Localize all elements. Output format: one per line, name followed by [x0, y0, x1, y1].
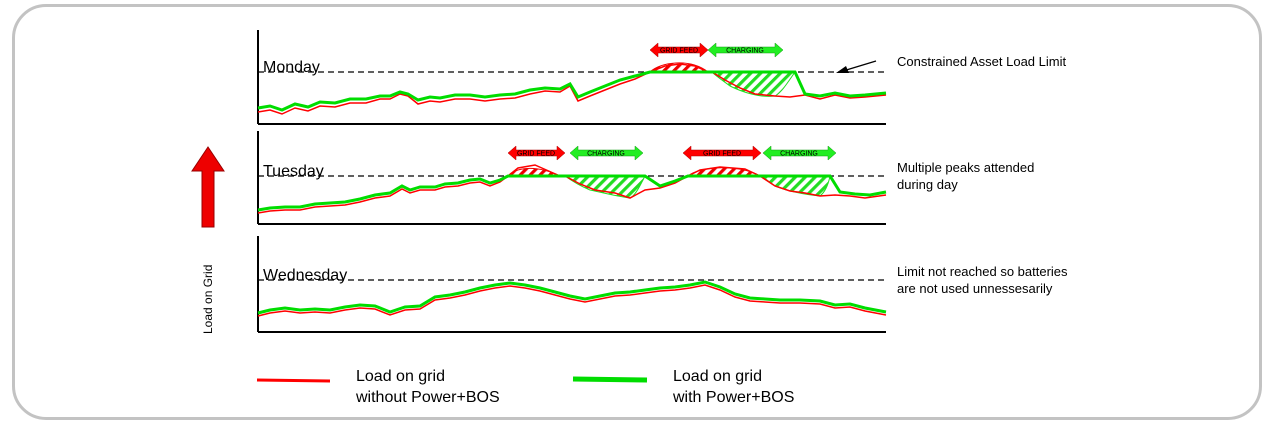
legend-text: Load on grid with Power+BOS — [672, 368, 794, 406]
grid-feed-arrow: GRID FEED — [649, 42, 709, 58]
load-line-without-power-bos — [257, 164, 887, 214]
charging-label: CHARGING — [780, 151, 818, 158]
grid-feed-label: GRID FEED — [517, 151, 555, 158]
legend-text: Load on grid without Power+BOS — [355, 368, 500, 406]
load-line-without-power-bos — [257, 63, 887, 115]
load-line-without-power-bos — [257, 284, 887, 317]
legend-item-with-power-bos: Load on grid with Power+BOS — [572, 368, 794, 406]
legend-swatch-green — [572, 376, 648, 383]
charging-area — [760, 175, 831, 197]
grid-feed-arrow: GRID FEED — [682, 145, 762, 161]
note-text: Limit not reached so batteries are not u… — [897, 264, 1071, 296]
load-axis: Load on Grid — [191, 146, 225, 334]
charging-arrow: CHARGING — [762, 145, 837, 161]
legend-swatch-red — [256, 378, 331, 383]
note-text: Multiple peaks attended during day — [897, 160, 1038, 192]
load-line-with-power-bos — [257, 174, 887, 212]
charging-area — [710, 71, 796, 97]
grid-feed-label: GRID FEED — [703, 151, 741, 158]
diagram-frame — [12, 4, 1262, 420]
note-pointer-head — [836, 66, 849, 73]
charging-label: CHARGING — [726, 48, 764, 55]
charging-arrow: CHARGING — [707, 42, 784, 58]
charging-area — [563, 175, 646, 199]
load-line-with-power-bos — [257, 280, 887, 315]
note-pointer — [842, 60, 877, 72]
legend: Load on grid without Power+BOS Load on g… — [256, 368, 794, 406]
day-label: Monday — [263, 59, 320, 76]
day-label: Tuesday — [263, 163, 324, 180]
grid-feed-label: GRID FEED — [660, 48, 698, 55]
panel-monday: Monday GRID FEED CHARGING Constrained As… — [257, 30, 1066, 125]
panel-wednesday: Wednesday Limit not reached so batteries… — [257, 236, 1071, 333]
charging-arrow: CHARGING — [569, 145, 644, 161]
day-label: Wednesday — [263, 267, 347, 284]
grid-feed-arrow: GRID FEED — [507, 145, 566, 161]
up-arrow-icon — [191, 146, 225, 228]
charging-label: CHARGING — [587, 151, 625, 158]
note-text: Constrained Asset Load Limit — [897, 54, 1066, 69]
axis-label: Load on Grid — [201, 265, 215, 334]
load-line-with-power-bos — [257, 70, 887, 112]
panel-tuesday: Tuesday GRID FEED CHARGING GRID FEED CHA… — [257, 131, 1038, 225]
legend-item-without-power-bos: Load on grid without Power+BOS — [256, 368, 500, 406]
